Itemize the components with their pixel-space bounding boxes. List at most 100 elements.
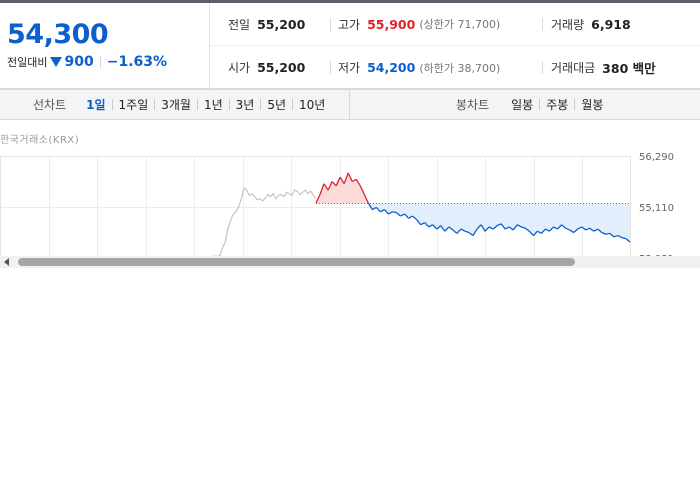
series-today-segment — [573, 228, 579, 234]
series-today-segment — [476, 224, 482, 230]
stat-label: 고가 — [338, 17, 361, 32]
divider — [111, 99, 113, 110]
candle-monthly[interactable]: 월봉 — [581, 98, 604, 112]
series-today-segment — [488, 226, 494, 230]
divider — [574, 99, 576, 110]
series-today-segment — [408, 215, 413, 219]
series-today-segment — [428, 224, 434, 228]
period-3y[interactable]: 3년 — [235, 98, 255, 112]
price-box: 54,300 전일대비 900 −1.63% — [0, 3, 210, 89]
series-today-segment — [496, 223, 502, 227]
series-today-segment — [327, 181, 333, 191]
period-3m[interactable]: 3개월 — [161, 98, 191, 112]
stat-open: 시가 55,200 — [228, 59, 305, 76]
series-today-segment — [331, 181, 337, 187]
series-today-segment — [512, 224, 518, 231]
series-today-segment — [343, 172, 349, 184]
series-today-segment — [549, 226, 554, 232]
stat-value: 55,900 — [367, 16, 416, 32]
period-10y[interactable]: 10년 — [299, 98, 326, 112]
series-today-segment — [504, 226, 510, 230]
stat-volume: 거래량 6,918 — [551, 16, 631, 33]
series-today-segment — [400, 213, 405, 217]
divider — [330, 61, 331, 74]
top-border — [0, 0, 700, 3]
divider — [539, 99, 541, 110]
series-today-segment — [508, 226, 514, 231]
series-today-segment — [456, 228, 462, 234]
divider — [99, 56, 101, 68]
divider — [260, 99, 262, 110]
series-today-segment — [625, 238, 631, 243]
y-tick-label: 56,290 — [639, 152, 674, 163]
period-5y[interactable]: 5년 — [267, 98, 287, 112]
series-today-segment — [372, 206, 377, 211]
scroll-thumb[interactable] — [18, 258, 575, 266]
series-today-segment — [440, 225, 446, 232]
series-today-segment — [593, 228, 599, 232]
series-today-segment — [319, 183, 325, 195]
series-today-segment — [537, 230, 542, 234]
divider — [196, 99, 198, 110]
price-chart-svg: 56,290 55,110 53,931 — [0, 152, 674, 256]
period-1w[interactable]: 1주일 — [118, 98, 149, 112]
stat-label: 저가 — [338, 61, 361, 75]
series-today-segment — [532, 230, 538, 237]
series-today-segment — [432, 224, 438, 230]
chart-scrollbar[interactable] — [0, 256, 700, 268]
series-today-segment — [404, 213, 410, 219]
plot-frame — [0, 156, 631, 256]
price-chart: 56,290 55,110 53,931 — [0, 148, 700, 256]
series-today-segment — [565, 227, 570, 231]
series-today-segment — [540, 228, 546, 234]
stat-value: 55,200 — [257, 16, 306, 32]
scroll-left-icon[interactable] — [4, 258, 9, 266]
candle-chart-periods: 봉차트 일봉 주봉 월봉 — [350, 90, 700, 119]
series-today-segment — [524, 227, 530, 232]
area-below-baseline — [368, 203, 630, 243]
stat-grid: 전일 55,200 고가 55,900 (상한가 71,700) 거래량 6,9… — [210, 3, 700, 89]
series-today-segment — [609, 232, 615, 238]
series-previous-line — [212, 186, 317, 256]
series-today-segment — [367, 202, 373, 210]
stat-label: 시가 — [228, 61, 251, 75]
period-1d[interactable]: 1일 — [86, 98, 106, 112]
candle-daily[interactable]: 일봉 — [511, 98, 534, 112]
divider — [542, 61, 543, 74]
divider — [330, 18, 331, 31]
series-today-segment — [416, 219, 422, 226]
series-today-segment — [388, 211, 393, 215]
series-today-segment — [363, 194, 369, 204]
series-today-segment — [460, 228, 466, 232]
series-today-segment — [436, 225, 442, 230]
series-today-segment — [581, 226, 587, 231]
stat-row-1: 전일 55,200 고가 55,900 (상한가 71,700) 거래량 6,9… — [210, 3, 700, 46]
y-tick-label: 55,110 — [639, 203, 674, 214]
stat-value: 6,918 — [591, 16, 631, 32]
series-today-segment — [380, 209, 385, 213]
y-tick-label: 53,931 — [639, 254, 674, 256]
series-today-segment — [621, 237, 627, 240]
stat-sub: (상한가 71,700) — [419, 18, 501, 31]
series-today-segment — [355, 179, 361, 187]
divider — [292, 99, 294, 110]
series-today-segment — [516, 224, 522, 228]
series-today-segment — [351, 178, 357, 183]
series-today-segment — [448, 226, 454, 231]
series-today-segment — [557, 224, 563, 230]
change-label: 전일대비 — [7, 56, 48, 69]
series-today-segment — [375, 207, 381, 213]
series-today-segment — [412, 215, 418, 221]
period-1y[interactable]: 1년 — [203, 98, 223, 112]
series-today-segment — [392, 211, 397, 214]
series-today-segment — [315, 194, 321, 204]
stat-sub: (하한가 38,700) — [419, 61, 501, 75]
divider — [542, 18, 543, 31]
series-today-segment — [424, 222, 430, 228]
data-source: 한국거래소(KRX) — [0, 135, 80, 146]
candle-weekly[interactable]: 주봉 — [546, 98, 569, 112]
stat-row-2: 시가 55,200 저가 54,200 (하한가 38,700) 거래대금 38… — [210, 46, 700, 89]
stat-label: 전일 — [228, 17, 251, 32]
series-today-segment — [383, 209, 389, 215]
series-today-segment — [480, 224, 486, 232]
